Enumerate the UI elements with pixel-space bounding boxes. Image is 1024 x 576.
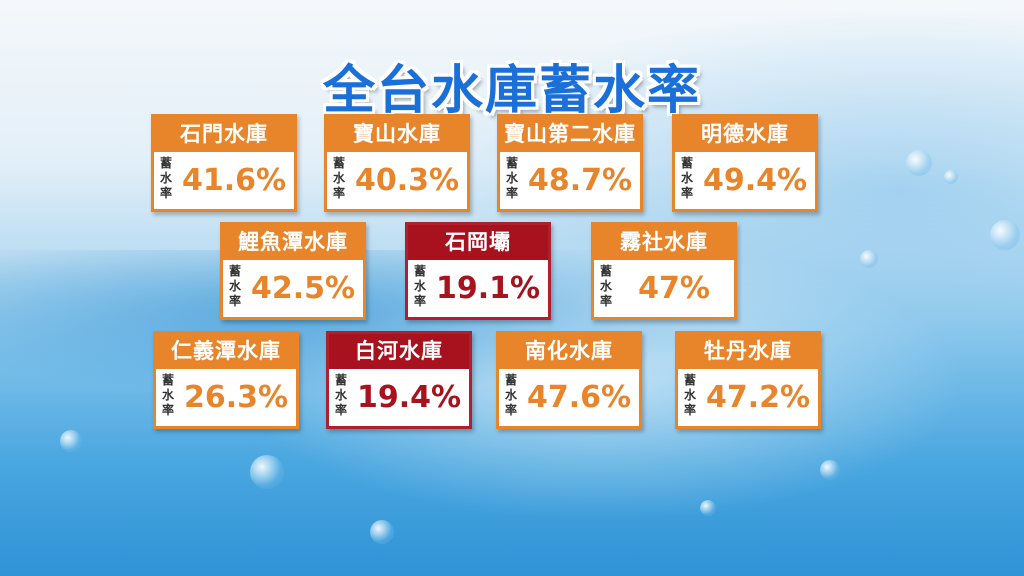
reservoir-card: 牡丹水庫 蓄水率 47.2% (675, 331, 821, 429)
bubble (60, 430, 82, 452)
reservoir-name: 白河水庫 (329, 334, 469, 369)
reservoir-rate: 47.6% (526, 380, 632, 415)
reservoir-card: 霧社水庫 蓄水率 47% (591, 222, 737, 320)
reservoir-card: 寶山水庫 蓄水率 40.3% (324, 114, 470, 212)
rate-label: 蓄水率 (335, 373, 348, 417)
bubble (860, 250, 878, 268)
reservoir-card: 白河水庫 蓄水率 19.4% (326, 331, 472, 429)
reservoir-name: 寶山水庫 (327, 117, 467, 152)
reservoir-name: 仁義潭水庫 (156, 334, 296, 369)
reservoir-rate: 49.4% (702, 163, 808, 198)
reservoir-name: 鯉魚潭水庫 (223, 225, 363, 260)
bubble (820, 460, 840, 480)
rate-label: 蓄水率 (600, 264, 613, 308)
reservoir-name: 寶山第二水庫 (500, 117, 640, 152)
bubble (990, 220, 1020, 250)
page-title: 全台水庫蓄水率 (322, 61, 701, 121)
reservoir-name: 霧社水庫 (594, 225, 734, 260)
reservoir-rate: 47.2% (705, 380, 811, 415)
bubble (370, 520, 394, 544)
reservoir-rate: 41.6% (181, 163, 287, 198)
bubble (944, 170, 958, 184)
reservoir-rate: 40.3% (354, 163, 460, 198)
reservoir-name: 石岡壩 (408, 225, 548, 260)
bubble (700, 500, 716, 516)
bubble (250, 455, 284, 489)
reservoir-name: 牡丹水庫 (678, 334, 818, 369)
reservoir-card: 石岡壩 蓄水率 19.1% (405, 222, 551, 320)
rate-label: 蓄水率 (505, 373, 518, 417)
reservoir-card: 鯉魚潭水庫 蓄水率 42.5% (220, 222, 366, 320)
bubble (906, 150, 932, 176)
reservoir-rate: 48.7% (527, 163, 633, 198)
rate-label: 蓄水率 (160, 156, 173, 200)
rate-label: 蓄水率 (162, 373, 175, 417)
reservoir-card: 南化水庫 蓄水率 47.6% (496, 331, 642, 429)
rate-label: 蓄水率 (506, 156, 519, 200)
reservoir-rate: 42.5% (250, 271, 356, 306)
rate-label: 蓄水率 (681, 156, 694, 200)
rate-label: 蓄水率 (684, 373, 697, 417)
reservoir-card: 寶山第二水庫 蓄水率 48.7% (497, 114, 643, 212)
reservoir-name: 石門水庫 (154, 117, 294, 152)
rate-label: 蓄水率 (333, 156, 346, 200)
reservoir-card: 明德水庫 蓄水率 49.4% (672, 114, 818, 212)
reservoir-rate: 19.1% (435, 271, 541, 306)
reservoir-rate: 47% (638, 271, 710, 306)
reservoir-name: 南化水庫 (499, 334, 639, 369)
reservoir-name: 明德水庫 (675, 117, 815, 152)
rate-label: 蓄水率 (414, 264, 427, 308)
reservoir-rate: 26.3% (183, 380, 289, 415)
reservoir-rate: 19.4% (356, 380, 462, 415)
rate-label: 蓄水率 (229, 264, 242, 308)
reservoir-card: 仁義潭水庫 蓄水率 26.3% (153, 331, 299, 429)
reservoir-card: 石門水庫 蓄水率 41.6% (151, 114, 297, 212)
